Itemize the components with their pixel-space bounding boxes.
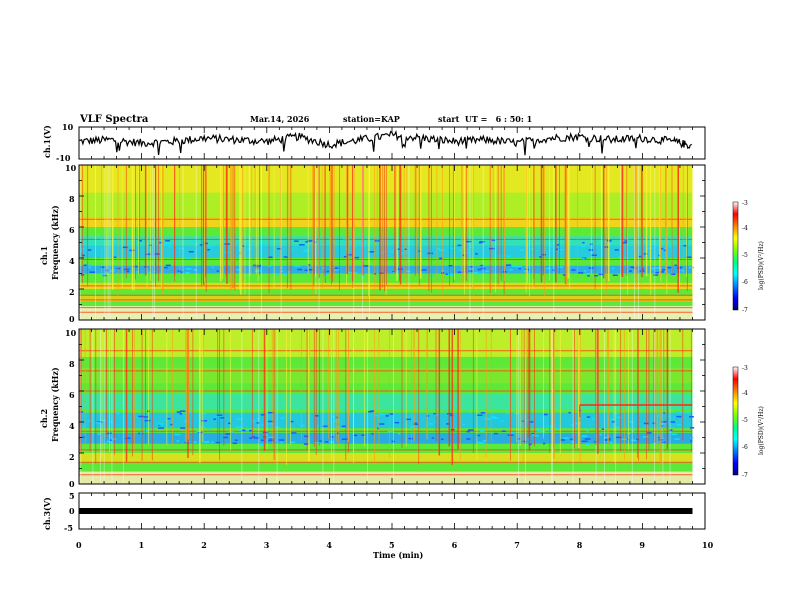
ch3-ytick-bottom: -5 [64, 523, 73, 533]
ch1-waveform-line [78, 129, 693, 156]
ch2-ylabel-channel: ch.2 [39, 409, 49, 428]
ch1-cb-tick-3: -3 [742, 200, 748, 207]
ch2-cb-tick-4: -4 [742, 390, 748, 397]
ch2-spectrogram-panel: 0 2 4 6 8 10 ch.2 Frequency (kHz) [39, 328, 706, 489]
x-tick-label-8: 8 [577, 540, 583, 550]
ch1-colorbar-label: log(PSD)(V²/Hz) [758, 241, 765, 290]
x-tick-label-10: 10 [702, 540, 714, 550]
ch3-ytick-mid: 0 [69, 506, 75, 516]
x-axis-label: Time (min) [373, 550, 423, 560]
ch1-freq-tick-2: 2 [69, 287, 75, 297]
ch1-ylabel: ch.1(V) [42, 125, 52, 158]
ch2-freq-tick-4: 4 [69, 421, 75, 431]
ch1-cb-tick-6: -6 [742, 279, 748, 286]
ch3-ytick-top: 5 [69, 491, 75, 501]
ch2-freq-tick-6: 6 [69, 390, 75, 400]
time-ticks [78, 127, 706, 529]
ch1-ylabel-frequency: Frequency (kHz) [50, 205, 60, 280]
ch2-ylabel-frequency: Frequency (kHz) [50, 367, 60, 442]
ch2-cb-tick-5: -5 [742, 417, 748, 424]
ch2-cb-tick-7: -7 [742, 472, 748, 479]
ch2-freq-tick-2: 2 [69, 452, 75, 462]
x-tick-label-3: 3 [264, 540, 270, 550]
ch1-freq-tick-4: 4 [69, 256, 75, 266]
figure-title: VLF Spectra [79, 114, 149, 125]
ch1-freq-tick-0: 0 [69, 314, 75, 324]
ch1-freq-tick-10: 10 [65, 163, 77, 173]
x-tick-label-1: 1 [139, 540, 145, 550]
ch2-freq-tick-0: 0 [69, 479, 75, 489]
ch1-ytick-bottom: -10 [56, 153, 71, 163]
ch1-cb-tick-5: -5 [742, 252, 748, 259]
ch2-freq-tick-10: 10 [65, 328, 77, 338]
ch3-waveform-line [79, 508, 693, 514]
x-tick-label-7: 7 [514, 540, 520, 550]
x-tick-label-2: 2 [201, 540, 207, 550]
ch1-spectrogram-panel: 0 2 4 6 8 10 ch.1 Frequency (kHz) [39, 163, 706, 324]
ch1-cb-tick-7: -7 [742, 307, 748, 314]
x-tick-label-9: 9 [639, 540, 645, 550]
ch1-colorbar-scale [732, 201, 739, 311]
ch2-colorbar: -3 -4 -5 -6 -7 log(PSD)(V²/Hz) [732, 365, 765, 479]
x-tick-label-5: 5 [389, 540, 395, 550]
ch1-freq-tick-6: 6 [69, 225, 75, 235]
ch1-cb-tick-4: -4 [742, 225, 748, 232]
station-label: station=KAP [343, 114, 400, 124]
ch1-spectrogram-image [79, 165, 694, 320]
x-tick-label-0: 0 [76, 540, 82, 550]
ch2-freq-tick-8: 8 [69, 359, 75, 369]
ch2-colorbar-scale [732, 366, 739, 476]
ch3-ylabel: ch.3(V) [42, 497, 52, 530]
ch1-ylabel-channel: ch.1 [39, 246, 49, 265]
x-tick-label-6: 6 [452, 540, 458, 550]
ch2-colorbar-label: log(PSD)(V²/Hz) [758, 406, 765, 455]
ch2-cb-tick-3: -3 [742, 365, 748, 372]
ch2-spectrogram-image [79, 329, 695, 484]
start-time-label: start UT = 6 : 50: 1 [438, 114, 532, 124]
ch1-freq-tick-8: 8 [69, 194, 75, 204]
ch2-cb-tick-6: -6 [742, 444, 748, 451]
x-tick-labels: 0 1 2 3 4 5 6 7 8 9 10 [76, 540, 714, 550]
date-label: Mar.14, 2026 [250, 114, 310, 124]
x-tick-label-4: 4 [326, 540, 332, 550]
ch1-ytick-top: 10 [62, 122, 74, 132]
ch1-colorbar: -3 -4 -5 -6 -7 log(PSD)(V²/Hz) [732, 200, 765, 314]
